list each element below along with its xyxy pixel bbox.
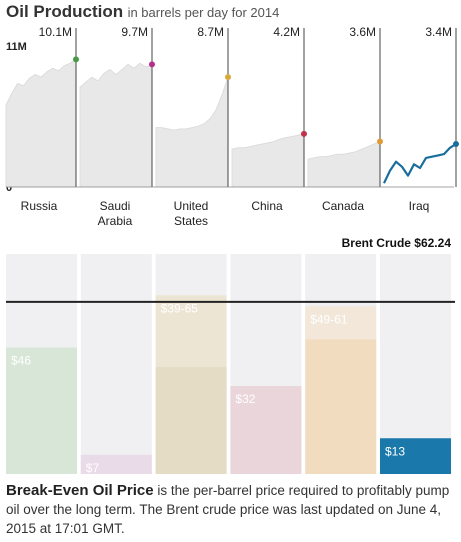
production-endpoint <box>73 56 79 63</box>
footer-text: is the per-barrel price required to prof… <box>6 483 450 536</box>
production-panel: 10.1M Russia <box>5 25 79 213</box>
breakeven-range-bar <box>305 306 377 340</box>
production-area <box>79 62 153 188</box>
y-tick-label: 11M <box>6 41 27 53</box>
breakeven-value-label: $49-61 <box>310 312 348 326</box>
production-endpoint <box>453 141 459 148</box>
breakeven-column: $32 <box>230 254 302 474</box>
breakeven-column-bg <box>380 254 451 474</box>
production-area <box>307 140 381 188</box>
country-label: Russia <box>21 199 58 213</box>
breakeven-bar <box>155 366 227 474</box>
production-value-label: 4.2M <box>273 25 300 39</box>
breakeven-bar <box>6 347 77 474</box>
production-value-label: 9.7M <box>121 25 148 39</box>
breakeven-bar <box>230 386 302 474</box>
production-value-label: 10.1M <box>39 25 72 39</box>
production-value-label: 3.4M <box>425 25 452 39</box>
country-label: Saudi <box>100 199 131 213</box>
y-tick-label: 0 <box>6 182 12 194</box>
production-endpoint <box>149 61 155 68</box>
breakeven-value-label: $46 <box>11 354 31 368</box>
breakeven-value-label: $39-65 <box>161 301 199 315</box>
production-panel: 4.2M China <box>231 25 307 213</box>
production-area <box>155 76 229 188</box>
production-area <box>5 58 77 188</box>
breakeven-bar <box>380 438 451 474</box>
production-area <box>231 133 305 188</box>
breakeven-range-bar <box>155 295 227 367</box>
breakeven-value-label: $32 <box>235 392 255 406</box>
country-label: United <box>174 199 209 213</box>
production-endpoint <box>301 130 307 137</box>
chart-subtitle: in barrels per day for 2014 <box>127 5 280 20</box>
country-label: Arabia <box>98 214 133 228</box>
production-value-label: 3.6M <box>349 25 376 39</box>
breakeven-column: $39-65 <box>155 254 227 474</box>
production-line <box>383 143 457 184</box>
breakeven-value-label: $13 <box>385 444 405 458</box>
country-label: States <box>174 214 208 228</box>
breakeven-column-bg <box>80 254 152 474</box>
breakeven-value-label: $7 <box>86 461 100 475</box>
breakeven-column: $7 <box>80 254 152 475</box>
footer-lead: Break-Even Oil Price <box>6 482 154 499</box>
production-endpoint <box>377 138 383 145</box>
country-label: China <box>251 199 283 213</box>
production-panel: 3.4M Iraq <box>383 25 459 213</box>
breakeven-column: $13 <box>380 254 451 474</box>
breakeven-bar <box>80 454 152 474</box>
production-panel: 3.6M Canada <box>307 25 383 213</box>
chart-title-main: Oil Production <box>6 2 124 21</box>
brent-crude-label: Brent Crude $62.24 <box>341 236 451 250</box>
breakeven-column: $49-61 <box>305 254 377 474</box>
country-label: Iraq <box>409 199 430 213</box>
breakeven-bar <box>305 339 377 474</box>
production-value-label: 8.7M <box>197 25 224 39</box>
footer-caption: Break-Even Oil Price is the per-barrel p… <box>6 481 454 538</box>
production-endpoint <box>225 74 231 81</box>
country-label: Canada <box>322 199 364 213</box>
breakeven-column: $46 <box>6 254 77 474</box>
chart-title: Oil Production in barrels per day for 20… <box>6 2 279 22</box>
